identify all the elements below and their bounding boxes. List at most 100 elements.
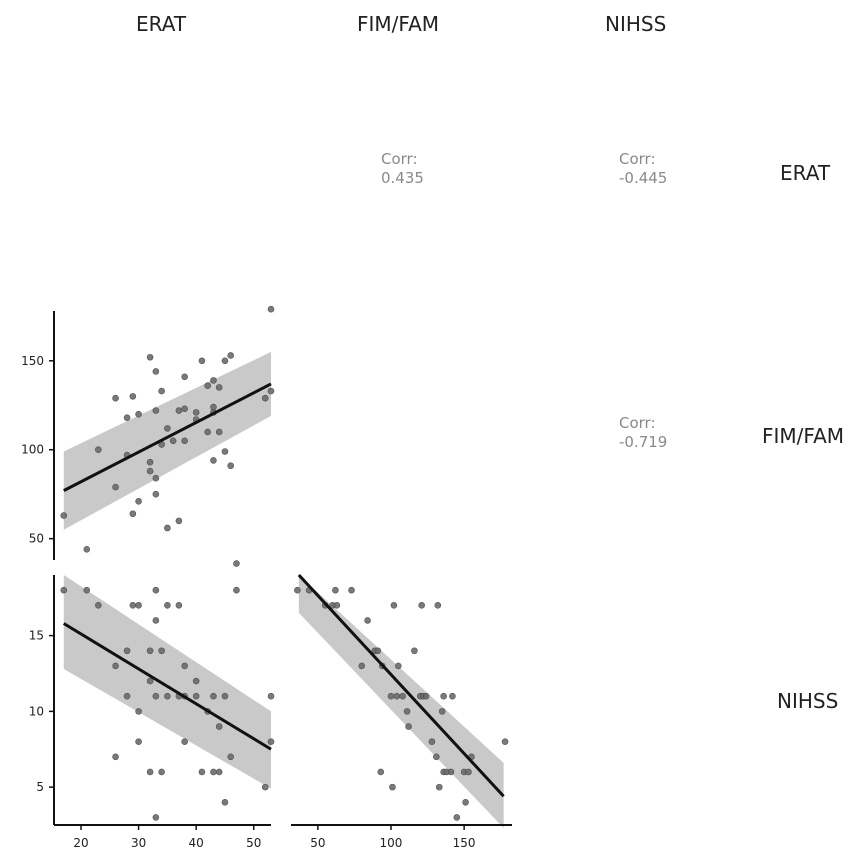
data-point [387, 692, 395, 700]
data-point [146, 467, 154, 475]
row-header-fimfam: FIM/FAM [762, 424, 845, 448]
data-point [158, 768, 165, 776]
data-point [403, 708, 411, 715]
y-tick-label: 100 [21, 443, 44, 457]
data-point [215, 384, 223, 391]
data-point [164, 524, 171, 532]
data-point [261, 783, 269, 791]
confidence-band [63, 351, 271, 530]
data-point [198, 768, 206, 776]
data-point [332, 586, 339, 594]
data-point [438, 708, 446, 715]
data-point [123, 414, 131, 422]
x-tick-label: 30 [131, 836, 146, 850]
data-point [169, 437, 177, 445]
data-point [422, 692, 430, 700]
data-point [233, 586, 240, 594]
data-point [433, 753, 440, 761]
data-point [233, 560, 240, 567]
data-point [215, 723, 223, 730]
data-point [123, 692, 131, 700]
data-point [135, 410, 142, 418]
data-point [210, 768, 217, 776]
x-tick-label: 20 [73, 836, 88, 850]
corr-label: Corr: [619, 414, 656, 432]
data-point [227, 462, 235, 470]
data-point [435, 783, 443, 791]
data-point [181, 738, 188, 745]
data-point [333, 602, 341, 609]
corr-cell-erat-fimfam: Corr: 0.435 [381, 150, 424, 188]
data-point [411, 647, 418, 655]
data-point [447, 768, 455, 776]
regression-line [297, 573, 505, 798]
data-point [267, 692, 275, 700]
scatter-panel-2: 5 10 15 20 30 40 50 [29, 575, 275, 850]
data-point [227, 352, 235, 359]
data-point [210, 457, 217, 464]
data-point [175, 602, 183, 609]
corr-label: Corr: [381, 150, 418, 168]
corr-value: -0.445 [619, 169, 668, 187]
data-point [146, 768, 154, 776]
data-point [390, 602, 398, 609]
data-point [123, 647, 131, 655]
data-point [129, 510, 137, 518]
data-point [112, 483, 119, 491]
data-point [152, 490, 160, 498]
data-point [181, 437, 188, 445]
corr-value: 0.435 [381, 169, 424, 187]
data-point [164, 425, 171, 432]
corr-label: Corr: [619, 150, 656, 168]
data-point [135, 738, 142, 745]
y-tick-label: 15 [29, 629, 44, 643]
data-point [449, 692, 456, 700]
y-tick-label: 150 [21, 354, 44, 368]
data-point [158, 647, 165, 655]
data-point [129, 393, 137, 400]
y-tick-label: 50 [29, 532, 44, 546]
data-point [389, 783, 396, 791]
data-point [267, 387, 275, 395]
data-point [453, 814, 461, 821]
data-point [198, 357, 206, 365]
column-header-fimfam: FIM/FAM [357, 12, 440, 36]
data-point [175, 407, 183, 414]
data-point [462, 798, 469, 806]
data-point [261, 394, 269, 402]
data-point [83, 546, 91, 553]
x-tick-label: 100 [380, 836, 403, 850]
regression-line [63, 382, 272, 492]
row-header-nihss: NIHSS [777, 689, 839, 713]
data-point [146, 458, 154, 466]
data-point [135, 602, 142, 609]
data-point [60, 586, 68, 594]
data-point [440, 692, 447, 700]
data-point [405, 723, 412, 730]
data-point [192, 692, 200, 700]
data-point [221, 692, 229, 700]
y-tick-label: 10 [29, 704, 44, 718]
data-point [129, 602, 137, 609]
data-point [358, 662, 366, 670]
x-tick-label: 40 [189, 836, 204, 850]
data-point [112, 662, 119, 670]
data-point [112, 394, 119, 402]
data-point [221, 798, 229, 806]
data-point [393, 692, 401, 700]
data-point [146, 677, 154, 685]
data-point [221, 448, 229, 455]
data-point [152, 692, 160, 700]
row-header-erat: ERAT [780, 161, 831, 185]
x-tick-label: 50 [246, 836, 261, 850]
data-point [395, 662, 402, 670]
corr-cell-erat-nihss: Corr: -0.445 [619, 150, 667, 188]
data-point [210, 403, 217, 411]
data-point [146, 353, 154, 361]
data-point [377, 768, 385, 776]
data-point [146, 647, 154, 655]
data-point [152, 586, 160, 594]
column-header-erat: ERAT [136, 12, 187, 36]
data-point [181, 662, 188, 670]
data-point [210, 692, 217, 700]
